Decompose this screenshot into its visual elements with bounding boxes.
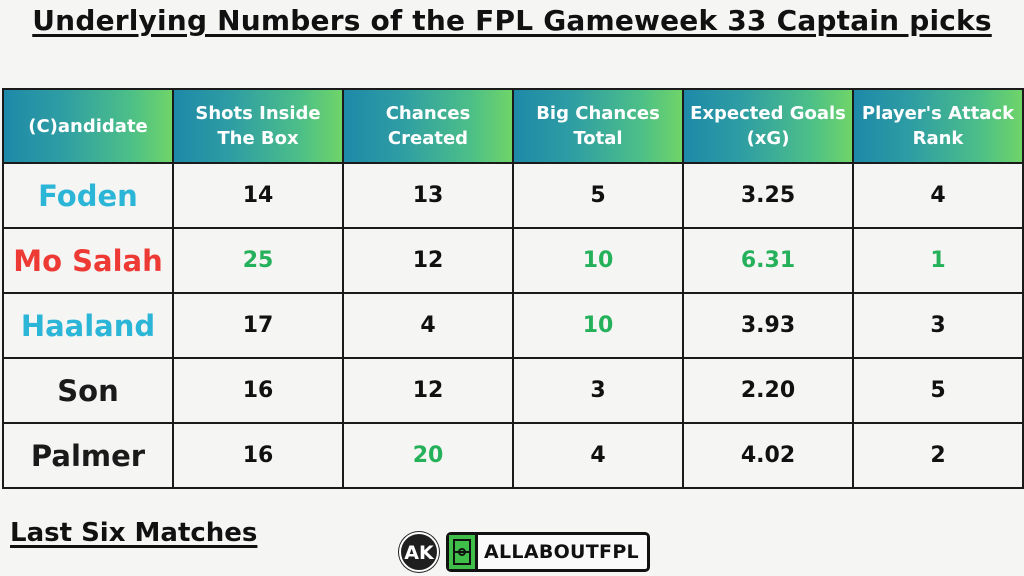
attack-rank-cell: 5 <box>852 357 1024 424</box>
player-name: Foden <box>2 162 174 229</box>
ak-logo-text: AK <box>404 542 435 564</box>
table-row: Son 16 12 3 2.20 5 <box>2 357 1024 424</box>
pitch-icon <box>449 535 478 569</box>
captain-stats-table: (C)andidate Shots Inside The Box Chances C… <box>2 88 1024 489</box>
header-expected-goals: Expected Goals (xG) <box>682 88 854 164</box>
table-row: Foden 14 13 5 3.25 4 <box>2 162 1024 229</box>
player-name: Son <box>2 357 174 424</box>
ak-logo-svg: AK <box>399 532 439 572</box>
big-chances-cell: 10 <box>512 227 684 294</box>
header-big-chances: Big Chances Total <box>512 88 684 164</box>
page-title: Underlying Numbers of the FPL Gameweek 3… <box>32 4 992 37</box>
xg-cell: 3.25 <box>682 162 854 229</box>
chances-created-cell: 13 <box>342 162 514 229</box>
header-attack-rank: Player's Attack Rank <box>852 88 1024 164</box>
attack-rank-cell: 1 <box>852 227 1024 294</box>
header-candidate: (C)andidate <box>2 88 174 164</box>
xg-cell: 6.31 <box>682 227 854 294</box>
big-chances-cell: 4 <box>512 422 684 489</box>
shots-inside-box-cell: 16 <box>172 357 344 424</box>
header-chances-created: Chances Created <box>342 88 514 164</box>
table-row: Haaland 17 4 10 3.93 3 <box>2 292 1024 359</box>
big-chances-cell: 5 <box>512 162 684 229</box>
shots-inside-box-cell: 16 <box>172 422 344 489</box>
brand-logo: AK ALLABOUTFPL <box>398 530 650 574</box>
shots-inside-box-cell: 25 <box>172 227 344 294</box>
xg-cell: 4.02 <box>682 422 854 489</box>
chances-created-cell: 20 <box>342 422 514 489</box>
player-name: Haaland <box>2 292 174 359</box>
chances-created-cell: 12 <box>342 357 514 424</box>
chances-created-cell: 4 <box>342 292 514 359</box>
chances-created-cell: 12 <box>342 227 514 294</box>
shots-inside-box-cell: 17 <box>172 292 344 359</box>
brand-name: ALLABOUTFPL <box>484 541 639 563</box>
allaboutfpl-badge: ALLABOUTFPL <box>446 532 650 572</box>
shots-inside-box-cell: 14 <box>172 162 344 229</box>
player-name: Mo Salah <box>2 227 174 294</box>
attack-rank-cell: 2 <box>852 422 1024 489</box>
xg-cell: 3.93 <box>682 292 854 359</box>
table-row: Palmer 16 20 4 4.02 2 <box>2 422 1024 489</box>
table-row: Mo Salah 25 12 10 6.31 1 <box>2 227 1024 294</box>
big-chances-cell: 10 <box>512 292 684 359</box>
ak-logo-icon: AK <box>398 531 440 573</box>
big-chances-cell: 3 <box>512 357 684 424</box>
player-name: Palmer <box>2 422 174 489</box>
last-six-matches-label: Last Six Matches <box>10 518 258 548</box>
header-shots-inside-box: Shots Inside The Box <box>172 88 344 164</box>
attack-rank-cell: 4 <box>852 162 1024 229</box>
table-header-row: (C)andidate Shots Inside The Box Chances C… <box>2 88 1024 164</box>
xg-cell: 2.20 <box>682 357 854 424</box>
attack-rank-cell: 3 <box>852 292 1024 359</box>
